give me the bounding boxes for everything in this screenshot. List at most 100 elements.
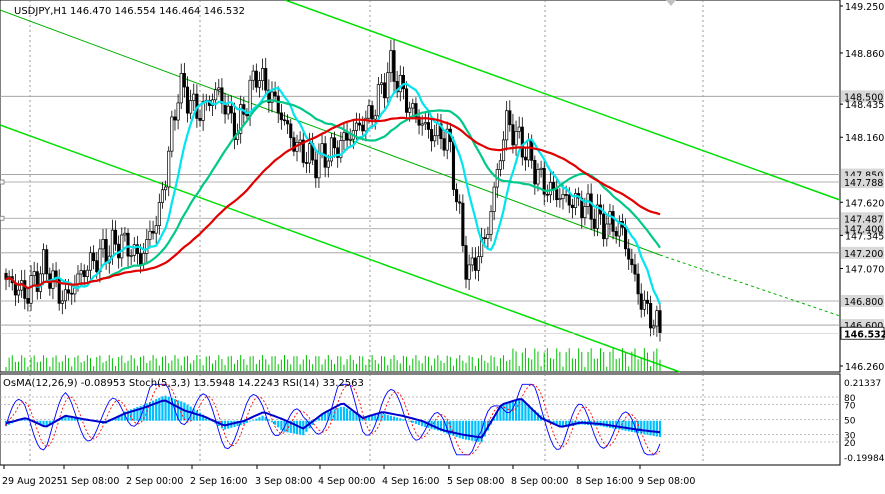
candle-body[interactable] [411,103,415,109]
channel-upper-line[interactable] [284,0,841,201]
candle-body[interactable] [570,204,574,208]
candle-body[interactable] [476,256,481,271]
ma-mid-line[interactable] [5,99,661,290]
candle-body[interactable] [614,231,618,237]
candle-body[interactable] [467,264,471,280]
candle-body[interactable] [104,239,108,264]
candle-body[interactable] [398,74,402,93]
candle-body[interactable] [113,229,118,245]
candle-body[interactable] [520,126,524,158]
candle-body[interactable] [527,140,531,161]
candle-body[interactable] [148,230,152,240]
candle-body[interactable] [245,113,249,117]
candle-body[interactable] [198,118,202,121]
candle-body[interactable] [383,82,387,99]
candle-body[interactable] [139,253,143,265]
candle-body[interactable] [514,131,518,146]
candle-body[interactable] [264,68,268,91]
candle-body[interactable] [257,80,262,88]
candle-body[interactable] [176,102,180,121]
candle-body[interactable] [611,211,615,232]
candle-body[interactable] [154,225,158,234]
candle-body[interactable] [261,68,265,81]
candle-body[interactable] [326,160,330,168]
candle-body[interactable] [389,50,393,74]
candle-body[interactable] [533,160,537,185]
candle-body[interactable] [307,143,312,164]
candle-body[interactable] [79,270,83,275]
candle-body[interactable] [189,100,193,114]
candle-body[interactable] [126,232,130,257]
candle-body[interactable] [301,139,305,163]
candle-body[interactable] [88,252,93,271]
candle-body[interactable] [423,122,427,125]
candle-body[interactable] [455,189,459,203]
candle-body[interactable] [329,137,333,162]
candle-body[interactable] [639,293,643,310]
candle-body[interactable] [364,117,368,132]
candle-body[interactable] [580,197,584,218]
candle-body[interactable] [505,110,509,141]
candle-body[interactable] [101,239,105,250]
candle-body[interactable] [358,122,362,126]
ma-fast-line[interactable] [5,82,662,305]
candle-body[interactable] [232,112,236,140]
candle-body[interactable] [254,70,258,88]
candle-body[interactable] [636,273,640,295]
candle-body[interactable] [373,115,377,120]
candle-body[interactable] [633,264,637,275]
candle-body[interactable] [392,50,396,82]
candle-body[interactable] [339,140,343,158]
candle-body[interactable] [379,82,384,85]
candle-body[interactable] [602,213,606,240]
candle-body[interactable] [145,239,149,254]
candle-body[interactable] [135,244,139,254]
candle-body[interactable] [67,289,71,294]
candle-body[interactable] [605,223,609,240]
candle-body[interactable] [182,73,186,88]
candle-body[interactable] [173,116,177,121]
candle-body[interactable] [536,169,540,185]
candle-body[interactable] [229,105,233,114]
candle-body[interactable] [85,269,89,278]
candle-body[interactable] [498,160,502,170]
candle-body[interactable] [32,271,36,276]
candle-body[interactable] [217,87,221,91]
candle-body[interactable] [132,244,136,256]
candle-body[interactable] [451,141,456,190]
candle-body[interactable] [530,140,534,161]
candle-body[interactable] [192,93,196,101]
candle-body[interactable] [336,147,340,158]
candle-body[interactable] [82,270,86,278]
candle-body[interactable] [298,139,302,143]
candle-body[interactable] [226,105,230,115]
candle-body[interactable] [511,124,515,146]
candle-body[interactable] [276,95,280,114]
candle-body[interactable] [345,132,349,141]
candle-body[interactable] [561,194,565,199]
candle-body[interactable] [645,299,650,304]
candle-body[interactable] [4,272,8,280]
candle-body[interactable] [649,303,653,329]
candle-body[interactable] [110,229,114,257]
candle-body[interactable] [304,162,308,164]
candle-body[interactable] [142,253,146,265]
candle-body[interactable] [367,105,371,119]
candle-body[interactable] [361,124,365,132]
candle-body[interactable] [589,193,593,220]
candle-body[interactable] [214,89,218,101]
candle-body[interactable] [170,116,174,152]
level-anchor[interactable] [0,179,5,185]
candle-body[interactable] [92,252,96,262]
candle-body[interactable] [539,167,543,170]
candle-body[interactable] [185,86,190,114]
candle-body[interactable] [167,150,171,188]
candle-body[interactable] [439,123,443,139]
candle-body[interactable] [542,167,546,195]
candle-body[interactable] [492,186,496,212]
candle-body[interactable] [354,122,359,131]
channel-lower-line[interactable] [0,124,681,373]
candle-body[interactable] [401,74,405,90]
candle-body[interactable] [608,211,612,225]
